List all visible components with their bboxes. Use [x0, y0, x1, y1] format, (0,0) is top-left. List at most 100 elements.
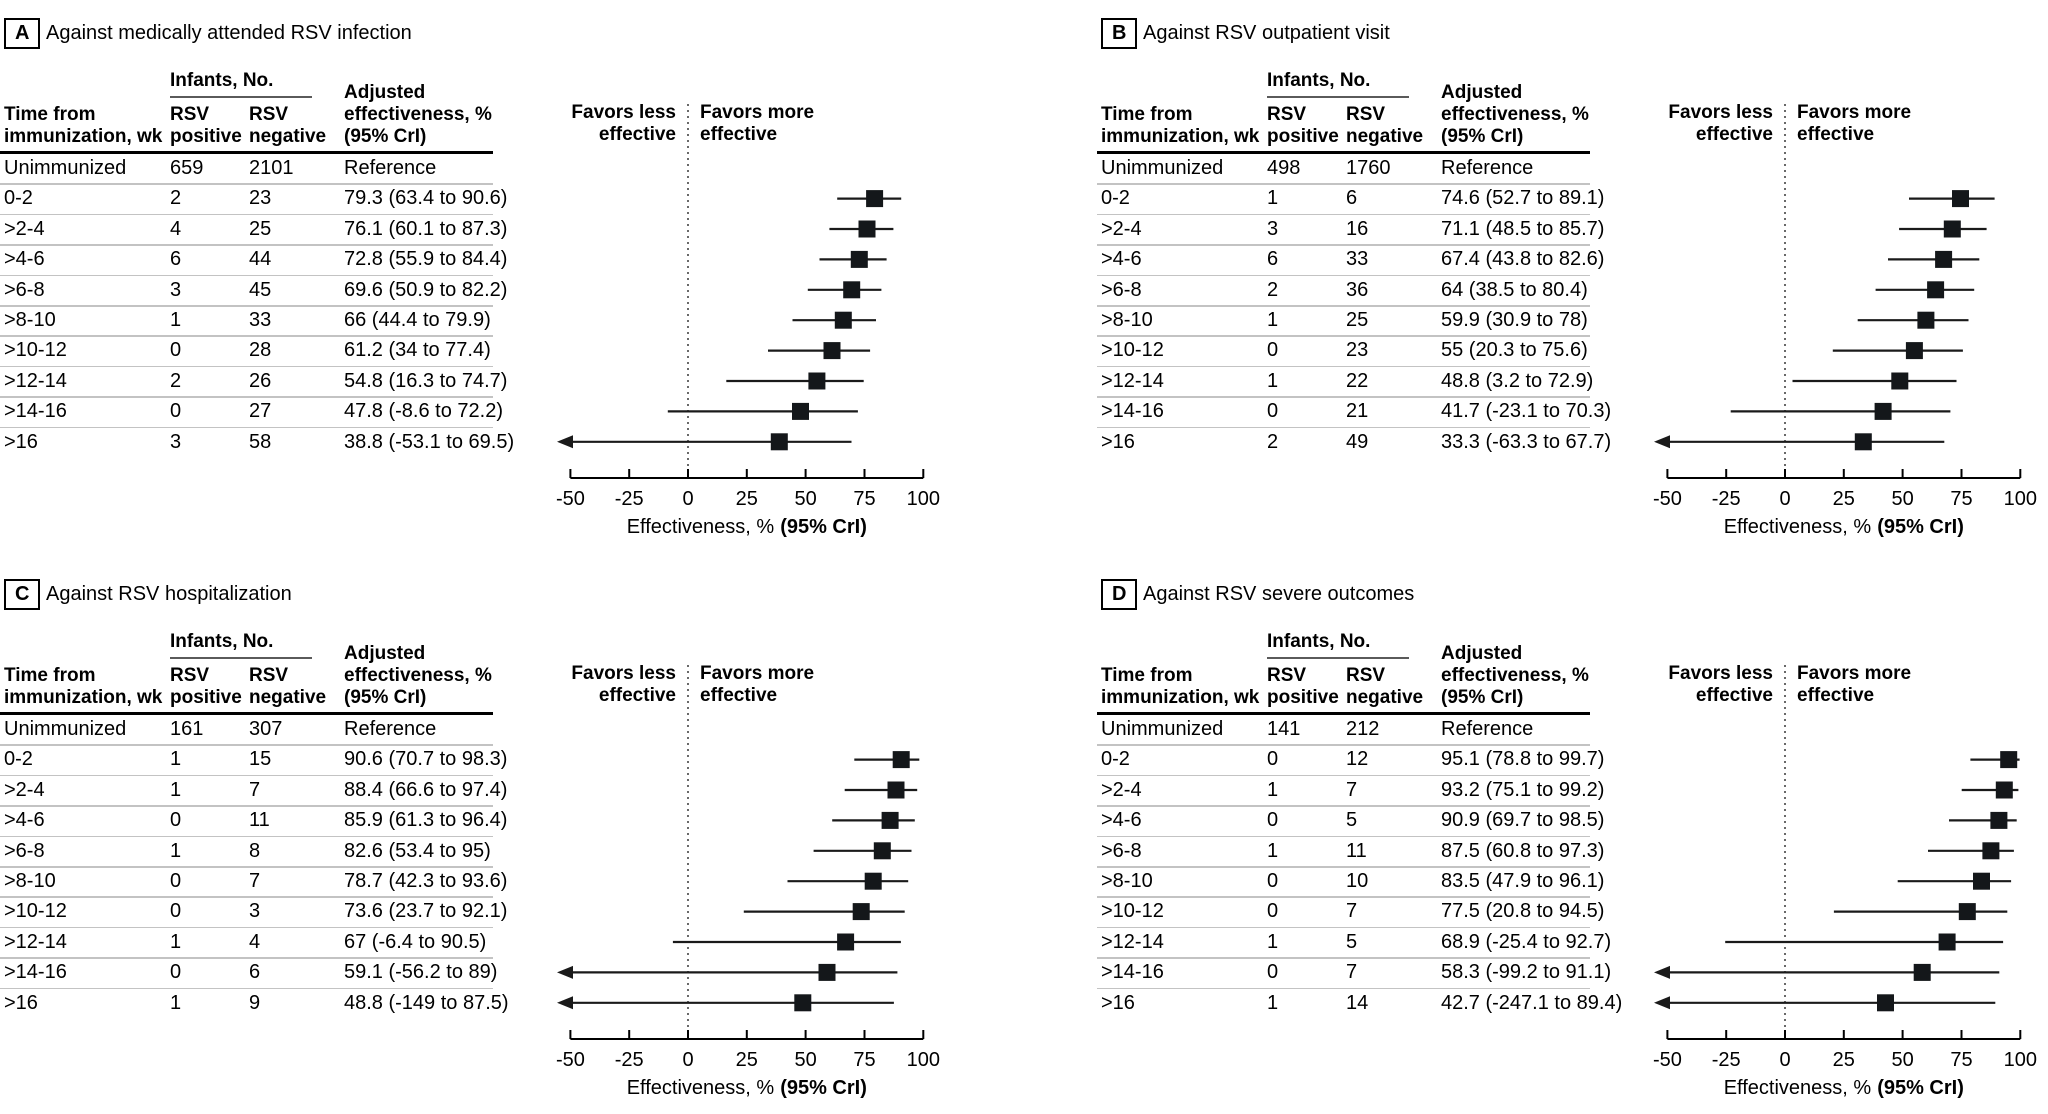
cell-rsv-positive: 659	[170, 157, 204, 179]
favors-less-label-line: Favors less	[571, 663, 676, 684]
x-axis-title-bold: (95% CrI)	[780, 1077, 867, 1099]
x-axis-tick-label: 75	[853, 488, 875, 510]
point-estimate-marker	[1874, 402, 1892, 420]
favors-more-label-line: effective	[1797, 685, 1875, 706]
cell-time: >12-14	[1101, 930, 1164, 953]
x-axis-tick-label: 100	[2004, 488, 2037, 510]
favors-less-label: Favors less effective	[456, 663, 676, 707]
row-separator	[1097, 896, 1590, 898]
favors-less-label-line: effective	[1695, 124, 1773, 145]
rsv-negative-header: RSV negative	[1346, 665, 1423, 709]
cell-effectiveness: 68.9 (-25.4 to 92.7)	[1441, 930, 1612, 953]
x-axis-tick-label: 75	[853, 1049, 875, 1071]
cell-effectiveness: Reference	[344, 718, 437, 740]
time-from-header-line: immunization, wk	[1101, 687, 1260, 708]
rsv-positive-header: RSV positive	[170, 665, 242, 709]
truncation-arrow-icon	[1654, 996, 1670, 1010]
point-estimate-marker	[1927, 281, 1945, 299]
cell-rsv-positive: 498	[1267, 157, 1301, 179]
point-estimate-marker	[1905, 342, 1923, 360]
favors-more-label-line: Favors more	[1797, 102, 1912, 123]
x-axis-tick-label: 100	[907, 488, 940, 510]
panel-title: Against RSV severe outcomes	[1143, 583, 1415, 605]
x-axis-tick-label: 50	[1891, 1049, 1913, 1071]
cell-time: >12-14	[1101, 369, 1164, 392]
cell-rsv-positive: 0	[170, 400, 182, 423]
rsv-negative-header-line: negative	[249, 687, 327, 708]
cell-rsv-positive: 4	[170, 217, 182, 240]
rsv-positive-header-line: positive	[170, 126, 242, 147]
x-axis-title: Effectiveness, % (95% CrI)	[1724, 1077, 1964, 1099]
x-axis-tick-label: 50	[794, 488, 816, 510]
cell-time: 0-2	[1101, 187, 1130, 210]
cell-rsv-negative: 28	[249, 339, 272, 362]
adjusted-effectiveness-header-line: Adjusted	[1441, 82, 1523, 103]
cell-effectiveness: 59.1 (-56.2 to 89)	[344, 961, 498, 984]
row-separator	[1097, 987, 1590, 990]
panel-c: C Against RSV hospitalization Infants, No.…	[0, 561, 951, 1114]
favors-more-label-line: Favors more	[1797, 663, 1912, 684]
cell-effectiveness: 69.6 (50.9 to 82.2)	[344, 278, 508, 301]
point-estimate-marker	[864, 872, 882, 890]
cell-effectiveness: 71.1 (48.5 to 85.7)	[1441, 217, 1605, 240]
cell-time: >4-6	[4, 248, 45, 271]
time-from-header: Time from immunization, wk	[4, 104, 162, 148]
cell-effectiveness: 90.9 (69.7 to 98.5)	[1441, 809, 1605, 832]
row-separator	[1097, 926, 1590, 929]
favors-less-label-line: effective	[1695, 685, 1773, 706]
row-separator	[0, 896, 493, 898]
x-axis-tick-label: 25	[736, 1049, 758, 1071]
time-from-header: Time from immunization, wk	[1101, 665, 1259, 709]
cell-rsv-positive: 0	[170, 809, 182, 832]
cell-rsv-negative: 14	[1346, 991, 1369, 1014]
time-from-header-line: Time from	[4, 104, 96, 125]
point-estimate-marker	[834, 311, 852, 329]
row-separator	[1097, 866, 1590, 868]
panel-a: A Against medically attended RSV infectio…	[0, 0, 951, 553]
favors-less-label-line: Favors less	[1668, 102, 1773, 123]
adjusted-effectiveness-header-line: Adjusted	[1441, 643, 1523, 664]
row-separator	[0, 213, 493, 216]
time-from-header-line: immunization, wk	[4, 687, 163, 708]
cell-rsv-negative: 6	[249, 961, 261, 984]
forest-plot: -50 -25 0 25 50 75 100 Effectiveness, % (95% CrI…	[1653, 104, 2037, 538]
cell-effectiveness: 47.8 (-8.6 to 72.2)	[344, 400, 503, 423]
point-estimate-marker	[858, 220, 876, 238]
time-from-header-line: immunization, wk	[1101, 126, 1260, 147]
adjusted-effectiveness-header-line: effectiveness, %	[344, 665, 492, 686]
time-from-header-line: Time from	[4, 665, 96, 686]
row-separator	[0, 835, 493, 838]
time-from-header: Time from immunization, wk	[1101, 104, 1259, 148]
cell-time: >16	[4, 430, 38, 453]
adjusted-effectiveness-header-line: (95% CrI)	[344, 687, 427, 708]
cell-rsv-negative: 1760	[1346, 157, 1391, 179]
cell-rsv-positive: 1	[1267, 309, 1279, 331]
cell-rsv-positive: 1	[170, 748, 182, 771]
favors-more-label-line: Favors more	[700, 663, 815, 684]
forest-plot: -50 -25 0 25 50 75 100 Effectiveness, % (95% CrI…	[556, 104, 940, 538]
point-estimate-marker	[1990, 811, 2008, 829]
favors-less-label: Favors less effective	[1553, 102, 1773, 146]
cell-rsv-negative: 22	[1346, 369, 1369, 392]
favors-more-label: Favors more effective	[1797, 663, 2017, 707]
time-from-header-line: immunization, wk	[4, 126, 163, 147]
cell-rsv-negative: 7	[249, 778, 261, 801]
infants-underline	[1267, 657, 1409, 659]
point-estimate-marker	[1891, 372, 1909, 390]
row-separator	[1097, 213, 1590, 216]
rsv-positive-header-line: RSV	[170, 104, 210, 125]
cell-effectiveness: 58.3 (-99.2 to 91.1)	[1441, 961, 1612, 984]
row-separator	[1097, 244, 1590, 246]
cell-rsv-negative: 9	[249, 991, 261, 1014]
cell-time: >16	[1101, 430, 1135, 453]
adjusted-effectiveness-header-line: effectiveness, %	[344, 104, 492, 125]
cell-rsv-positive: 1	[170, 930, 182, 953]
adjusted-effectiveness-header: Adjusted effectiveness, % (95% CrI)	[1441, 82, 1589, 148]
x-axis-title: Effectiveness, % (95% CrI)	[1724, 516, 1964, 538]
forest-plot: -50 -25 0 25 50 75 100 Effectiveness, % (95% CrI…	[556, 665, 940, 1099]
time-from-header-line: Time from	[1101, 665, 1193, 686]
rsv-positive-header: RSV positive	[170, 104, 242, 148]
cell-effectiveness: 95.1 (78.8 to 99.7)	[1441, 748, 1605, 771]
table-header-rule	[1097, 151, 1590, 154]
cell-effectiveness: 48.8 (3.2 to 72.9)	[1441, 369, 1594, 392]
